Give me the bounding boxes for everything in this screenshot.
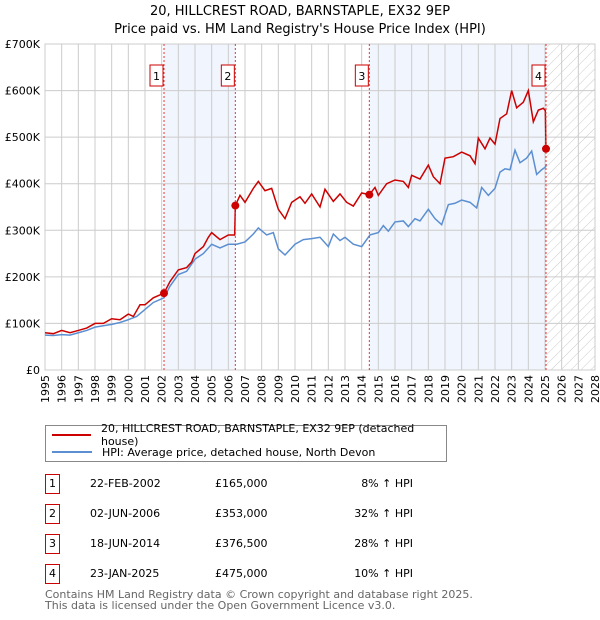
- x-tick-label: 2027: [572, 375, 585, 403]
- x-tick-label: 2023: [506, 375, 519, 403]
- x-tick-label: 2006: [222, 375, 235, 403]
- legend-swatch-blue: [52, 451, 92, 453]
- x-tick-label: 2009: [272, 375, 285, 403]
- x-tick-label: 2015: [372, 375, 385, 403]
- sale-marker-badge: 3: [45, 534, 60, 554]
- x-tick-label: 2011: [306, 375, 319, 403]
- sale-row: 3 18-JUN-2014 £376,500 28% ↑ HPI: [45, 534, 465, 554]
- x-tick-label: 2008: [256, 375, 269, 403]
- sale-point: [231, 201, 240, 210]
- x-tick-label: 2012: [322, 375, 335, 403]
- footer-line: This data is licensed under the Open Gov…: [45, 599, 396, 612]
- x-tick-label: 2000: [122, 375, 135, 403]
- y-tick-label: £200K: [5, 271, 41, 284]
- x-tick-label: 2021: [472, 375, 485, 403]
- x-tick-label: 2016: [389, 375, 402, 403]
- x-tick-label: 2014: [356, 375, 369, 403]
- y-tick-label: £0: [26, 364, 40, 377]
- y-tick-label: £500K: [5, 131, 41, 144]
- x-tick-label: 1996: [56, 375, 69, 403]
- x-tick-label: 2022: [489, 375, 502, 403]
- y-tick-label: £600K: [5, 85, 41, 98]
- shaded-period: [369, 44, 546, 370]
- x-tick-label: 2025: [539, 375, 552, 403]
- sale-marker-label: 2: [224, 70, 231, 83]
- y-tick-label: £300K: [5, 224, 41, 237]
- sale-marker-box: [531, 64, 546, 87]
- plot-border: [44, 43, 596, 371]
- x-tick-label: 2002: [156, 375, 169, 403]
- legend-item-property: 20, HILLCREST ROAD, BARNSTAPLE, EX32 9EP…: [52, 422, 446, 448]
- x-tick-label: 1995: [39, 375, 52, 403]
- x-tick-label: 2018: [422, 375, 435, 403]
- x-tick-label: 1998: [89, 375, 102, 403]
- sale-point: [542, 144, 550, 153]
- sale-marker-badge: 4: [45, 564, 60, 584]
- sale-row: 1 22-FEB-2002 £165,000 8% ↑ HPI: [45, 474, 465, 494]
- sale-marker-box: [220, 64, 235, 87]
- sale-date: 18-JUN-2014: [90, 537, 161, 550]
- y-tick-label: £400K: [5, 178, 41, 191]
- sale-row: 2 02-JUN-2006 £353,000 32% ↑ HPI: [45, 504, 465, 524]
- sale-marker-box: [149, 64, 164, 87]
- legend: 20, HILLCREST ROAD, BARNSTAPLE, EX32 9EP…: [45, 422, 447, 462]
- legend-label: HPI: Average price, detached house, Nort…: [102, 445, 376, 459]
- series-line: [44, 87, 547, 335]
- sale-price: £475,000: [215, 567, 268, 580]
- sale-date: 22-FEB-2002: [90, 477, 161, 490]
- sale-date: 02-JUN-2006: [90, 507, 161, 520]
- chart-subtitle: Price paid vs. HM Land Registry's House …: [114, 22, 486, 37]
- sale-marker-box: [354, 64, 369, 87]
- sale-row: 4 23-JAN-2025 £475,000 10% ↑ HPI: [45, 564, 465, 584]
- sale-point: [160, 289, 168, 298]
- x-tick-label: 2004: [189, 375, 202, 403]
- sale-price: £165,000: [215, 477, 268, 490]
- x-tick-label: 2007: [239, 375, 252, 403]
- x-tick-label: 2010: [289, 375, 302, 403]
- sale-point: [365, 190, 374, 199]
- x-tick-label: 2017: [406, 375, 419, 403]
- x-tick-label: 2020: [456, 375, 469, 403]
- sale-price: £353,000: [215, 507, 268, 520]
- x-tick-label: 2019: [439, 375, 452, 403]
- sale-marker-badge: 1: [45, 474, 60, 494]
- y-tick-label: £700K: [5, 38, 41, 51]
- sale-hpi-diff: 8% ↑ HPI: [361, 477, 413, 490]
- footer-line: Contains HM Land Registry data © Crown c…: [45, 588, 473, 601]
- x-tick-label: 2001: [139, 375, 152, 403]
- shaded-period: [164, 44, 236, 370]
- x-tick-label: 2003: [172, 375, 185, 403]
- x-tick-label: 1997: [72, 375, 85, 403]
- sale-hpi-diff: 32% ↑ HPI: [354, 507, 413, 520]
- sale-date: 23-JAN-2025: [90, 567, 160, 580]
- x-tick-label: 2013: [339, 375, 352, 403]
- legend-label: 20, HILLCREST ROAD, BARNSTAPLE, EX32 9EP…: [100, 422, 415, 448]
- sale-marker-label: 3: [358, 70, 365, 83]
- sale-price: £376,500: [215, 537, 268, 550]
- sale-marker-label: 1: [153, 70, 160, 83]
- x-tick-label: 1999: [106, 375, 119, 403]
- x-tick-label: 2028: [589, 375, 600, 403]
- sale-marker-badge: 2: [45, 504, 60, 524]
- sale-marker-label: 4: [535, 70, 542, 83]
- series-line: [44, 147, 548, 337]
- footer: Contains HM Land Registry data © Crown c…: [45, 589, 473, 611]
- x-tick-label: 2024: [522, 375, 535, 403]
- legend-swatch-red: [52, 434, 91, 436]
- x-tick-label: 2026: [556, 375, 569, 403]
- plot-area: 1995 1996 1997 1998 1999 2000 2001 2002 2003 2004…: [5, 38, 600, 403]
- sale-hpi-diff: 28% ↑ HPI: [354, 537, 413, 550]
- x-tick-label: 2005: [206, 375, 219, 403]
- y-tick-label: £100K: [5, 317, 41, 330]
- sale-hpi-diff: 10% ↑ HPI: [354, 567, 413, 580]
- chart-title: 20, HILLCREST ROAD, BARNSTAPLE, EX32 9EP: [149, 4, 451, 19]
- legend-item-hpi: HPI: Average price, detached house, Nort…: [52, 444, 375, 460]
- future-hatch: [546, 44, 595, 370]
